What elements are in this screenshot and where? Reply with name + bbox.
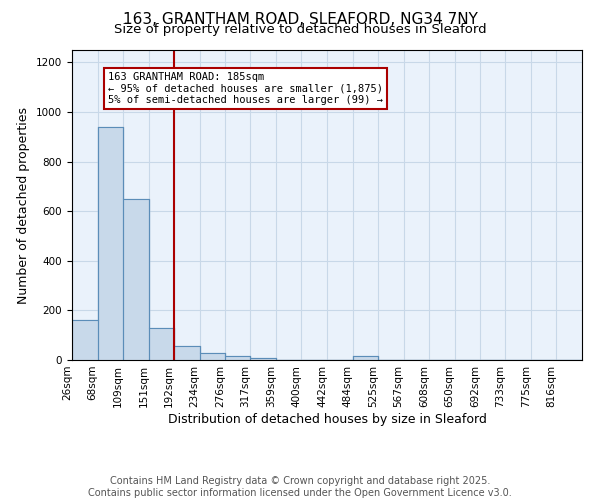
Text: 163 GRANTHAM ROAD: 185sqm
← 95% of detached houses are smaller (1,875)
5% of sem: 163 GRANTHAM ROAD: 185sqm ← 95% of detac… [108, 72, 383, 105]
Text: Size of property relative to detached houses in Sleaford: Size of property relative to detached ho… [113, 22, 487, 36]
Text: Contains HM Land Registry data © Crown copyright and database right 2025.
Contai: Contains HM Land Registry data © Crown c… [88, 476, 512, 498]
X-axis label: Distribution of detached houses by size in Sleaford: Distribution of detached houses by size … [167, 412, 487, 426]
Y-axis label: Number of detached properties: Number of detached properties [17, 106, 31, 304]
Text: 163, GRANTHAM ROAD, SLEAFORD, NG34 7NY: 163, GRANTHAM ROAD, SLEAFORD, NG34 7NY [122, 12, 478, 28]
